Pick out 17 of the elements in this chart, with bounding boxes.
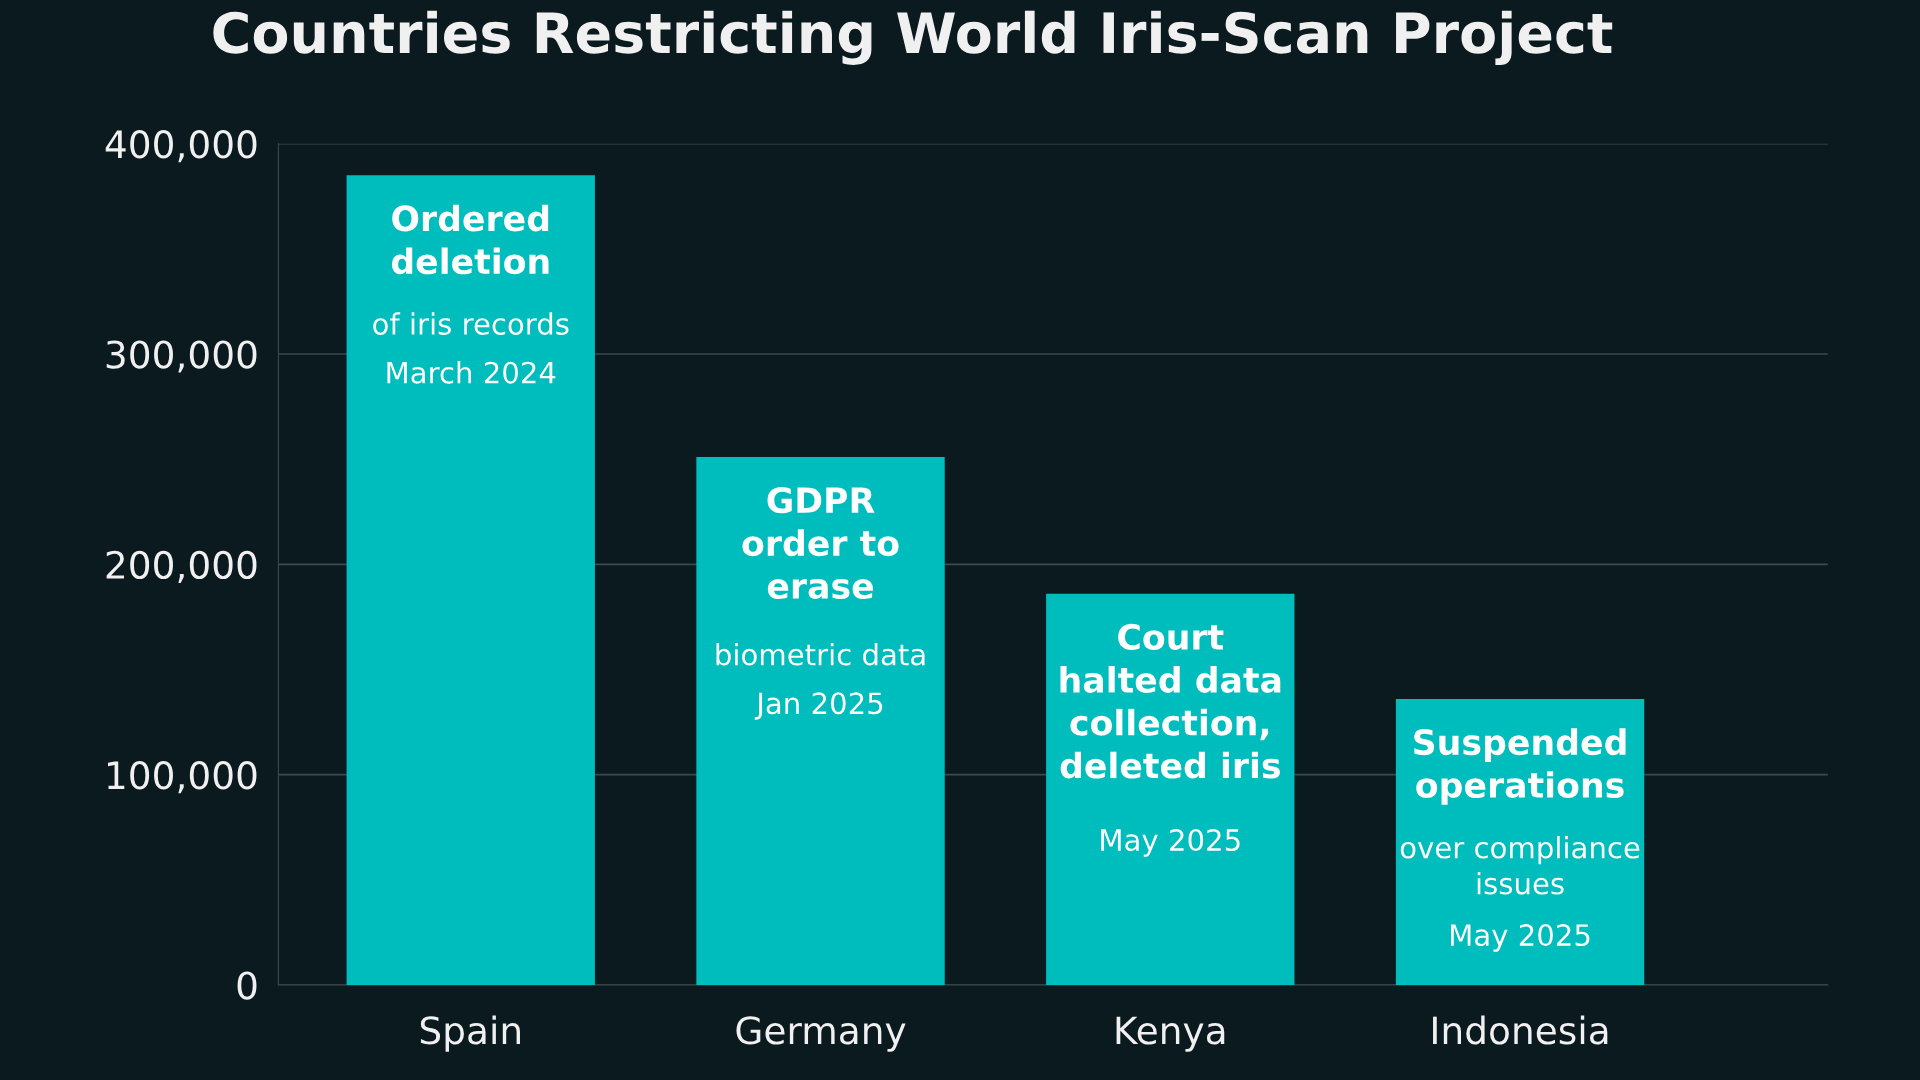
bar [1046,593,1295,985]
x-tick-label: Indonesia [1433,1015,1608,1045]
y-tick-label: 400,000 [105,130,257,163]
y-tick-label: 300,000 [106,340,257,373]
chart-title: Countries Restricting World Iris-Scan Project [213,10,1613,65]
x-tick-label: Kenya [1116,1016,1225,1052]
bar [696,457,945,985]
annotation: Suspended operations over compliance issues May 2025 [1400,728,1640,952]
text: Court halted data collection, deleted iris May 2025 [1060,623,1281,857]
bar [346,175,595,985]
y-tick-label: 0 [237,971,257,1000]
text: GDPR order to erase biometric data Jan 2025 [716,487,925,720]
x-tick-label: Germany [736,1016,906,1052]
annotation: Ordered deletion of iris records March 2024 [373,204,569,384]
y-tick-label: 200,000 [106,550,257,583]
x-tick-label: Spain [420,1015,520,1052]
y-tick-label: 100,000 [108,761,257,794]
